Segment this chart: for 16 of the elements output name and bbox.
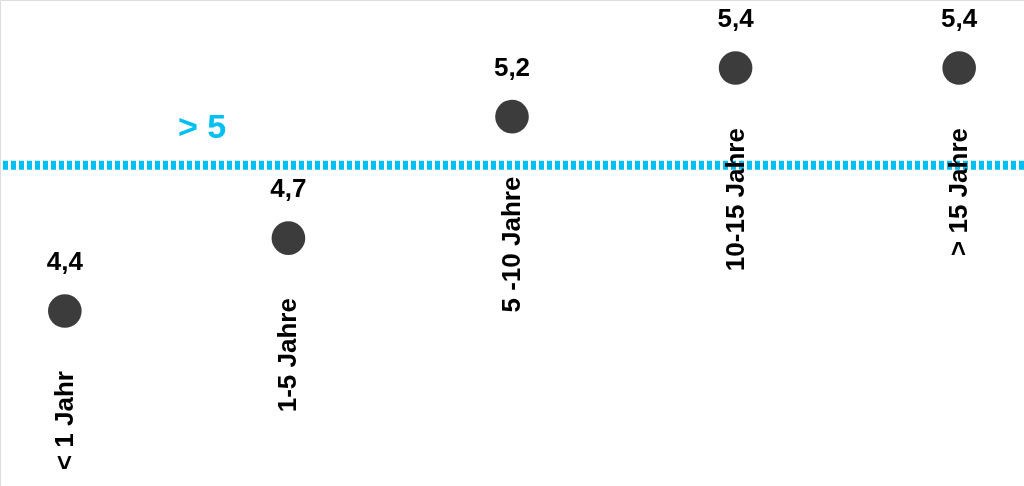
point <box>271 221 306 255</box>
x-tick-label: 1-5 Jahre <box>272 298 303 413</box>
ref-line-label: > 5 <box>177 107 227 146</box>
data-label: 4,7 <box>270 173 307 204</box>
data-label: 4,4 <box>46 246 84 277</box>
x-tick-label: 5 -10 Jahre <box>496 176 526 313</box>
point <box>48 294 82 328</box>
point <box>942 51 976 85</box>
x-tick-label: > 15 Jahre <box>943 128 974 256</box>
point <box>718 51 753 85</box>
data-label: 5,4 <box>717 3 755 34</box>
data-label: 5,2 <box>493 51 531 82</box>
x-tick-label: 10-15 Jahre <box>719 128 750 272</box>
data-label: 5,4 <box>941 3 978 34</box>
x-tick-label: < 1 Jahr <box>48 371 79 471</box>
point <box>495 99 529 134</box>
